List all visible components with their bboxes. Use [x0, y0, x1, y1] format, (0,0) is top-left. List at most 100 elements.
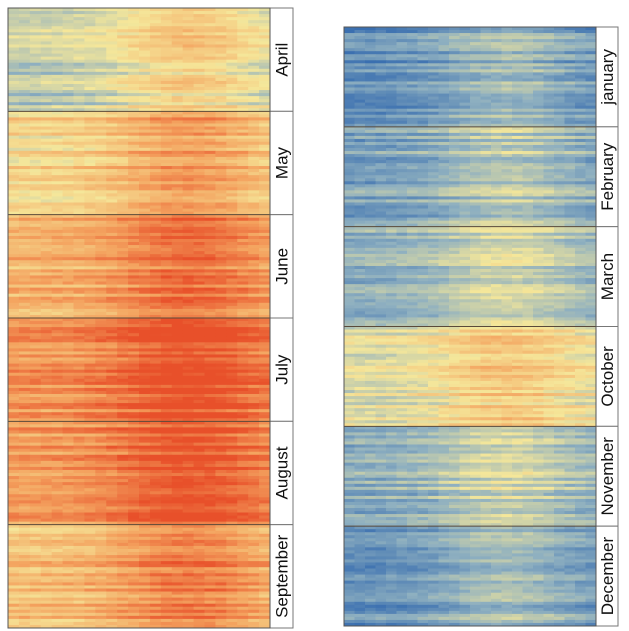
heat-cell [204, 238, 216, 243]
heat-cell [95, 199, 107, 203]
heat-cell [29, 536, 42, 541]
heat-cell [259, 266, 271, 270]
heat-cell [40, 479, 53, 483]
heat-cell [95, 366, 107, 371]
heat-cell [62, 624, 74, 629]
heat-cell [95, 305, 107, 310]
heat-cell [8, 242, 20, 246]
heat-cell [182, 533, 194, 538]
heat-cell [215, 214, 227, 219]
heat-cell [73, 14, 85, 18]
heat-cell [128, 591, 140, 595]
heat-cell [128, 226, 140, 231]
heat-cell [51, 144, 63, 149]
heat-cell [204, 169, 216, 173]
heat-cell [193, 93, 205, 97]
heat-cell [117, 491, 129, 495]
heat-cell [62, 518, 74, 523]
heat-cell [106, 71, 118, 76]
heat-cell [259, 576, 271, 580]
heat-cell [62, 266, 74, 270]
heat-cell [149, 108, 162, 112]
heat-cell [84, 555, 96, 559]
heat-cell [226, 83, 238, 88]
heat-cell [128, 11, 140, 15]
heat-cell [226, 612, 238, 617]
heat-cell [248, 263, 260, 267]
heat-cell [139, 254, 151, 258]
heat-cell [149, 260, 162, 264]
heat-cell [139, 536, 151, 541]
heat-cell [182, 205, 194, 209]
heat-cell [8, 314, 20, 319]
heat-cell [182, 445, 194, 450]
heat-cell [18, 479, 31, 483]
heat-cell [139, 585, 151, 589]
heat-cell [62, 333, 74, 337]
heat-cell [106, 457, 118, 462]
heat-cell [117, 524, 129, 529]
heat-cell [18, 533, 31, 538]
heat-cell [73, 536, 85, 541]
heat-cell [160, 108, 173, 112]
heat-cell [182, 421, 194, 425]
heat-cell [29, 460, 42, 465]
heat-cell [139, 573, 151, 577]
heat-cell [215, 615, 227, 620]
heat-cell [18, 144, 31, 149]
heat-cell [139, 482, 151, 486]
heat-cell [106, 561, 118, 565]
heat-cell [160, 126, 173, 130]
heat-cell [204, 132, 216, 137]
heat-cell [40, 308, 53, 313]
heat-cell [51, 381, 63, 386]
heat-cell [51, 512, 63, 516]
heat-cell [237, 442, 249, 447]
heat-cell [128, 68, 140, 73]
heat-cell [237, 363, 249, 368]
heat-cell [193, 90, 205, 94]
heat-cell [117, 573, 129, 577]
heat-cell [51, 594, 63, 599]
heat-cell [226, 552, 238, 556]
heat-cell [259, 579, 271, 583]
heat-cell [84, 56, 96, 61]
heat-cell [226, 71, 238, 76]
heat-cell [8, 187, 20, 191]
heat-cell [149, 74, 162, 79]
heat-cell [160, 26, 173, 30]
heat-cell [51, 108, 63, 112]
heat-cell [259, 381, 271, 386]
heat-cell [237, 235, 249, 240]
heat-cell [18, 576, 31, 580]
heat-cell [95, 311, 107, 316]
heat-cell [84, 108, 96, 112]
heat-cell [171, 290, 184, 295]
heat-cell [259, 363, 271, 368]
heat-cell [117, 621, 129, 626]
heat-cell [182, 494, 194, 498]
heat-cell [106, 588, 118, 592]
heat-cell [160, 68, 173, 73]
heat-cell [84, 102, 96, 106]
heat-cell [204, 23, 216, 27]
heat-cell [73, 561, 85, 565]
heat-cell [226, 348, 238, 352]
heat-cell [259, 570, 271, 574]
heat-cell [193, 479, 205, 483]
heat-cell [160, 421, 173, 425]
heat-cell [139, 308, 151, 313]
heat-cell [62, 390, 74, 395]
heat-cell [106, 321, 118, 325]
heat-cell [62, 248, 74, 252]
heat-cell [237, 609, 249, 614]
heat-cell [128, 372, 140, 377]
heat-cell [40, 491, 53, 495]
heat-cell [193, 533, 205, 538]
heat-cell [585, 30, 597, 34]
heat-cell [171, 102, 184, 106]
heat-cell [18, 454, 31, 459]
heat-cell [62, 193, 74, 197]
heat-cell [73, 360, 85, 364]
heat-cell [8, 156, 20, 161]
